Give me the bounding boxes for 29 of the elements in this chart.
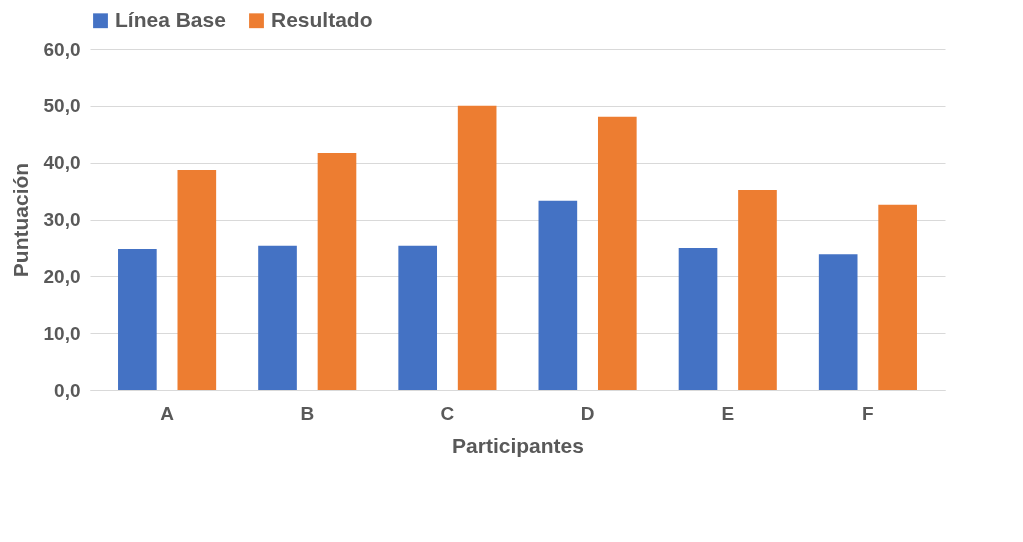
y-tick-label: 0,0 [54, 379, 81, 401]
bar [538, 200, 578, 390]
bar [738, 189, 777, 390]
x-axis-title: Participantes [452, 433, 584, 457]
legend-label: Resultado [271, 7, 373, 31]
y-tick-label: 10,0 [43, 322, 81, 344]
bar [597, 116, 637, 390]
x-tick-label: D [580, 402, 595, 424]
bar [878, 204, 917, 390]
x-tick-label: A [160, 402, 175, 424]
bar [818, 254, 858, 390]
x-tick-label: E [721, 402, 735, 424]
y-tick-label: 20,0 [43, 265, 81, 287]
legend-label: Línea Base [115, 7, 226, 31]
bar [258, 245, 297, 390]
bar [398, 245, 438, 390]
bar [457, 105, 497, 390]
bar [177, 170, 217, 390]
x-tick-label: C [440, 402, 455, 424]
x-tick-label: B [300, 402, 315, 424]
x-tick-label: F [862, 402, 874, 424]
y-axis-title: Puntuación [8, 162, 32, 278]
y-tick-label: 40,0 [43, 152, 81, 174]
y-tick-label: 50,0 [43, 95, 81, 117]
y-tick-label: 30,0 [43, 209, 81, 230]
y-tick-label: 60,0 [43, 38, 81, 60]
bar [317, 153, 357, 390]
bar [118, 249, 157, 390]
bar [678, 247, 718, 390]
